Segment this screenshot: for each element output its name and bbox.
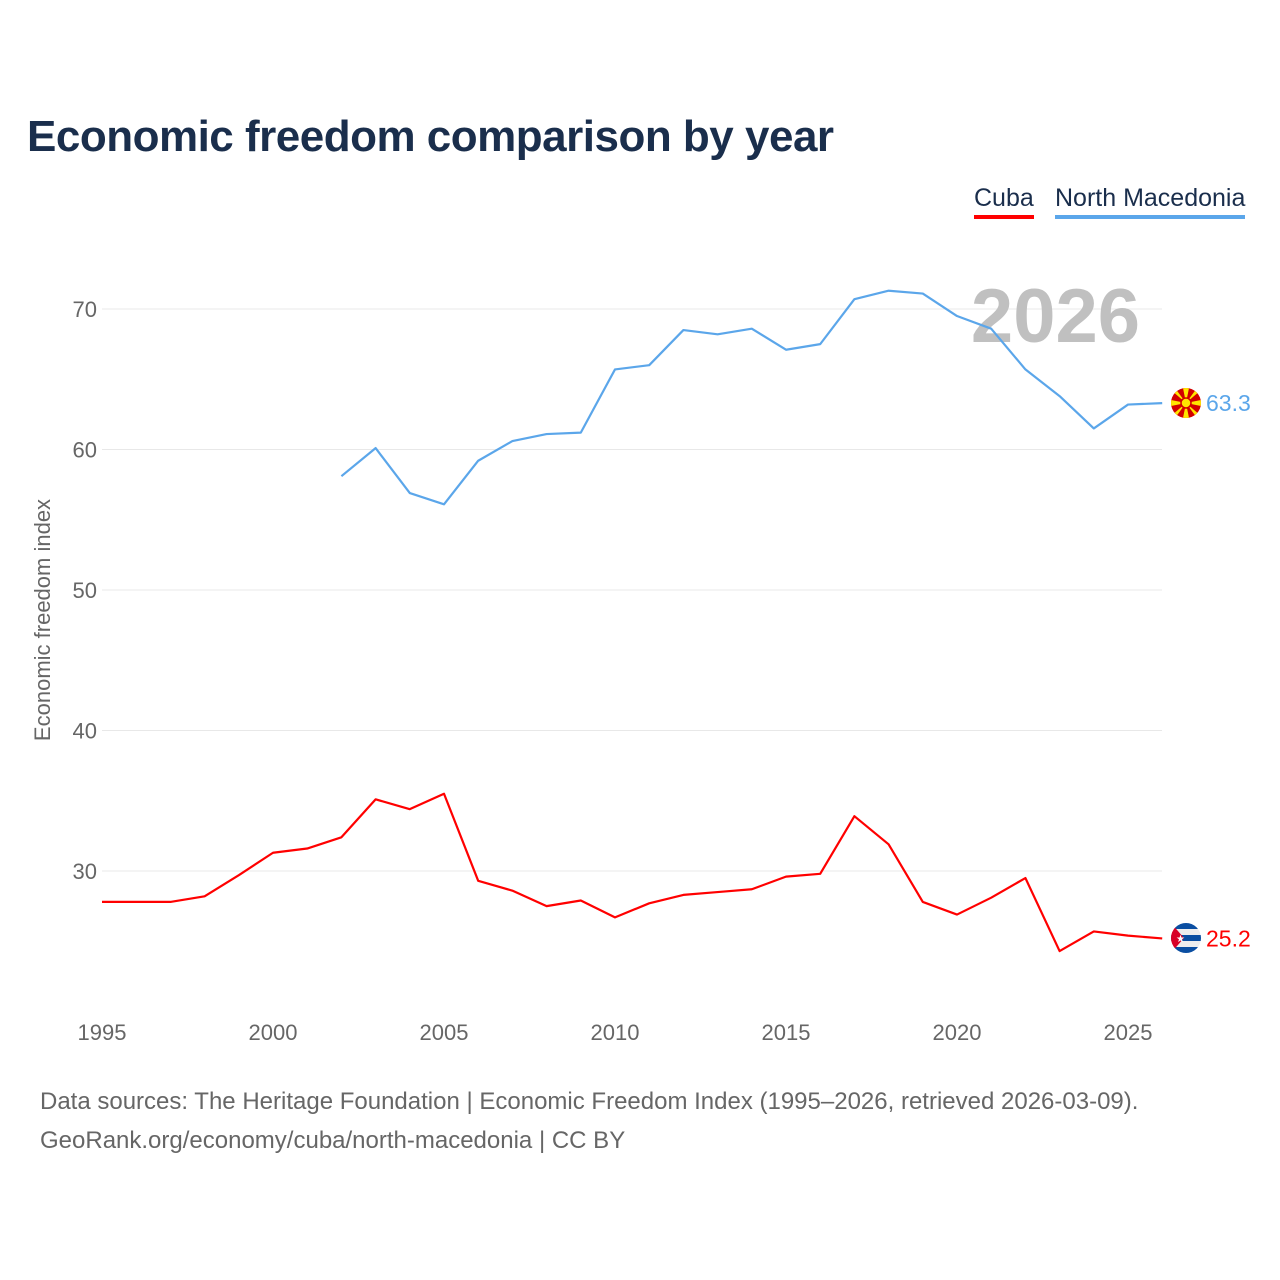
- y-tick-label: 70: [73, 297, 97, 322]
- y-tick-label: 30: [73, 859, 97, 884]
- svg-text:★: ★: [1176, 934, 1185, 945]
- y-tick-label: 60: [73, 438, 97, 463]
- footer-sources: Data sources: The Heritage Foundation | …: [40, 1088, 1139, 1115]
- legend-item-north-macedonia[interactable]: North Macedonia: [1055, 184, 1246, 219]
- x-tick-label: 2000: [249, 1020, 298, 1045]
- y-axis-label: Economic freedom index: [30, 499, 55, 741]
- legend-item-cuba[interactable]: Cuba: [974, 184, 1034, 219]
- y-tick-label: 40: [73, 719, 97, 744]
- x-tick-label: 2010: [591, 1020, 640, 1045]
- cuba-flag-icon: ★: [1171, 923, 1201, 953]
- end-value-label: 25.2: [1206, 925, 1251, 951]
- north-macedonia-flag-icon: [1171, 388, 1201, 418]
- end-value-label: 63.3: [1206, 390, 1251, 416]
- y-tick-label: 50: [73, 578, 97, 603]
- x-tick-label: 2025: [1104, 1020, 1153, 1045]
- x-tick-label: 1995: [78, 1020, 127, 1045]
- year-watermark: 2026: [971, 274, 1140, 359]
- x-tick-label: 2020: [933, 1020, 982, 1045]
- series-line-cuba[interactable]: [102, 792, 1163, 953]
- x-tick-label: 2015: [762, 1020, 811, 1045]
- footer-link[interactable]: GeoRank.org/economy/cuba/north-macedonia…: [40, 1127, 626, 1154]
- x-tick-label: 2005: [420, 1020, 469, 1045]
- chart-title: Economic freedom comparison by year: [27, 112, 834, 161]
- series-line-north-macedonia[interactable]: [340, 289, 1163, 506]
